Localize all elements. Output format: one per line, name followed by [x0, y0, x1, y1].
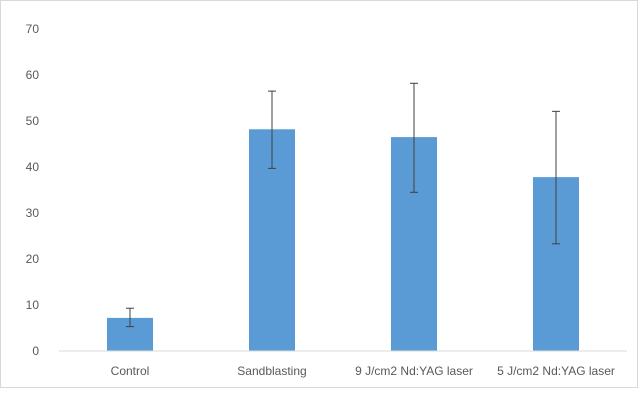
y-tick-label: 20	[26, 252, 40, 266]
y-tick-label: 70	[26, 22, 40, 36]
y-tick-label: 40	[26, 160, 40, 174]
error-bars-group	[126, 82, 560, 328]
y-tick-label: 50	[26, 114, 40, 128]
x-tick-label: 5 J/cm2 Nd:YAG laser	[497, 364, 615, 378]
x-tick-label: Control	[111, 364, 150, 378]
x-tick-label: 9 J/cm2 Nd:YAG laser	[355, 364, 473, 378]
y-tick-label: 10	[26, 298, 40, 312]
y-tick-label: 30	[26, 206, 40, 220]
y-tick-label: 0	[32, 344, 39, 358]
bars-group	[107, 129, 579, 351]
x-tick-label: Sandblasting	[237, 364, 306, 378]
y-axis-ticks: 0 10 20 30 40 50 60 70	[26, 22, 40, 358]
x-axis-labels: Control Sandblasting 9 J/cm2 Nd:YAG laser 5…	[111, 364, 615, 378]
y-tick-label: 60	[26, 68, 40, 82]
